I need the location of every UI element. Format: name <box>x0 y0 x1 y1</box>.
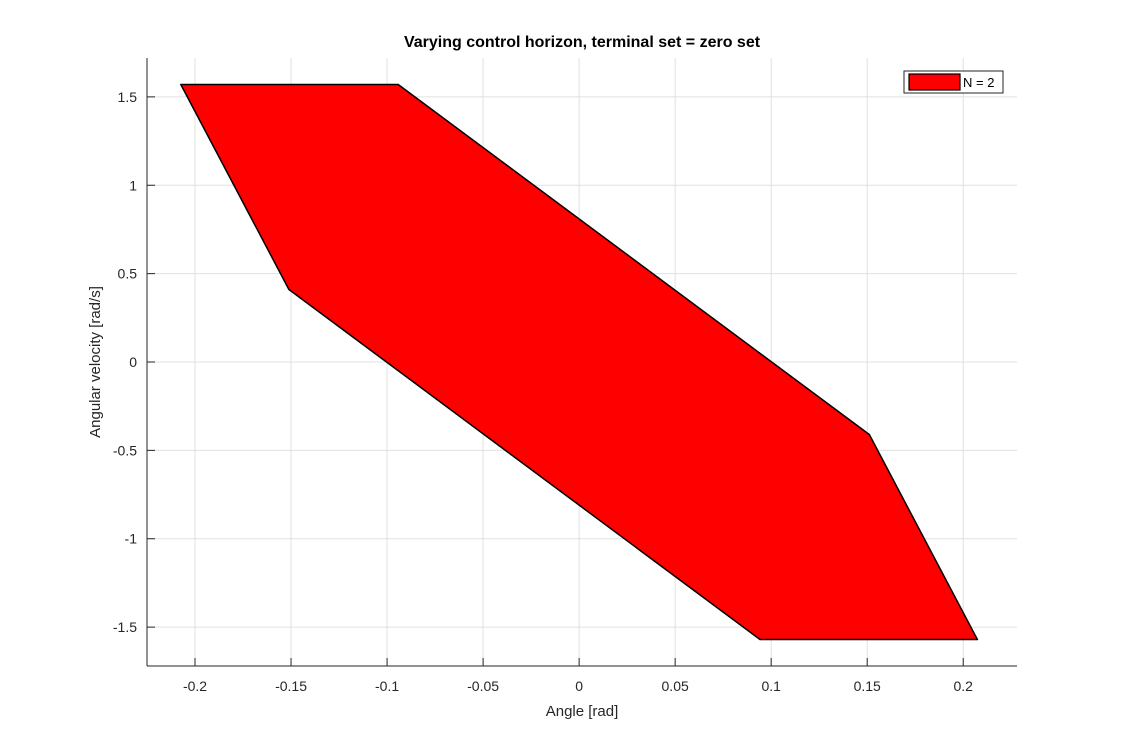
data-polygons <box>180 83 979 641</box>
y-tick-label: 0.5 <box>118 266 138 282</box>
polygon-series <box>180 83 979 641</box>
x-tick-label: -0.05 <box>467 678 499 694</box>
y-tick-label: -1 <box>125 531 138 547</box>
tick-marks <box>147 96 964 666</box>
legend: N = 2 <box>903 70 1004 94</box>
x-tick-label: 0.15 <box>854 678 881 694</box>
x-tick-label: 0.1 <box>761 678 781 694</box>
y-tick-label: 0 <box>129 354 137 370</box>
y-tick-label: -0.5 <box>113 442 137 458</box>
chart-title: Varying control horizon, terminal set = … <box>404 34 761 51</box>
x-tick-label: 0.05 <box>662 678 689 694</box>
legend-swatch <box>908 73 961 91</box>
y-tick-label: 1 <box>129 177 137 193</box>
x-tick-label: -0.1 <box>375 678 399 694</box>
x-tick-label: 0.2 <box>953 678 973 694</box>
x-tick-label: -0.15 <box>275 678 307 694</box>
x-axis-label: Angle [rad] <box>546 703 619 720</box>
x-tick-label: -0.2 <box>183 678 207 694</box>
x-tick-label: 0 <box>575 678 583 694</box>
y-tick-label: -1.5 <box>113 619 137 635</box>
y-tick-label: 1.5 <box>118 89 138 105</box>
y-axis-label: Angular velocity [rad/s] <box>87 286 104 438</box>
legend-label: N = 2 <box>963 75 994 90</box>
tick-labels: -0.2 -0.15 -0.1 -0.05 0 0.05 0.1 0.15 0.2 1.5 1 0.5… <box>113 89 973 694</box>
